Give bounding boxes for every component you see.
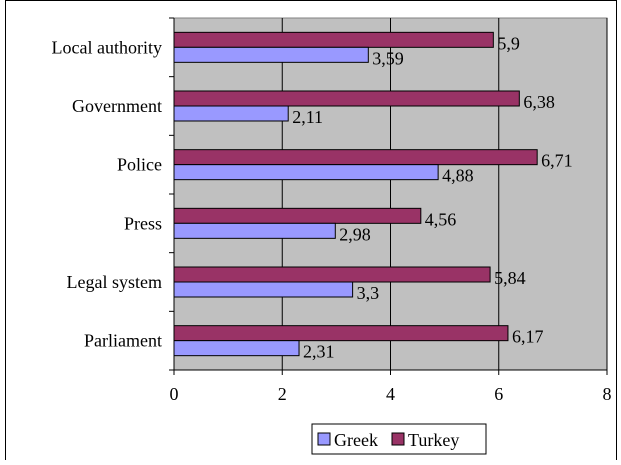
category-label: Parliament: [84, 331, 162, 351]
x-tick-label: 0: [170, 384, 179, 404]
data-label-greek: 3,3: [357, 283, 380, 303]
bar-turkey: [173, 325, 509, 342]
legend-swatch-greek: [317, 432, 331, 446]
category-label: Government: [72, 96, 162, 116]
x-tick-label: 6: [494, 384, 503, 404]
bar-greek: [173, 164, 439, 181]
data-label-turkey: 6,17: [512, 327, 544, 347]
category-label: Local authority: [52, 37, 162, 57]
x-tick-label: 8: [603, 384, 612, 404]
data-label-greek: 2,31: [303, 342, 335, 362]
category-label: Press: [124, 213, 162, 233]
category-label: Legal system: [67, 272, 162, 292]
x-tick-label: 4: [386, 384, 395, 404]
data-label-turkey: 6,71: [541, 151, 573, 171]
data-label-greek: 2,98: [339, 224, 371, 244]
category-label: Police: [117, 155, 162, 175]
data-label-turkey: 5,84: [494, 268, 525, 288]
bar-turkey: [173, 149, 538, 166]
bar-turkey: [173, 90, 520, 107]
bar-greek: [173, 222, 336, 239]
bar-turkey: [173, 207, 422, 224]
legend-label-turkey: Turkey: [408, 430, 459, 450]
data-label-greek: 2,11: [292, 107, 323, 127]
bar-greek: [173, 340, 300, 357]
x-tick-label: 2: [278, 384, 287, 404]
legend-swatch-turkey: [391, 432, 405, 446]
bar-greek: [173, 281, 354, 298]
data-label-turkey: 6,38: [523, 92, 555, 112]
bar-greek: [173, 105, 289, 122]
bar-turkey: [173, 266, 491, 283]
data-label-turkey: 5,9: [497, 33, 520, 53]
bar-greek: [173, 46, 369, 63]
legend-label-greek: Greek: [334, 430, 378, 450]
bar-turkey: [173, 31, 494, 48]
data-label-greek: 3,59: [372, 48, 404, 68]
data-label-greek: 4,88: [442, 166, 474, 186]
data-label-turkey: 4,56: [425, 209, 457, 229]
